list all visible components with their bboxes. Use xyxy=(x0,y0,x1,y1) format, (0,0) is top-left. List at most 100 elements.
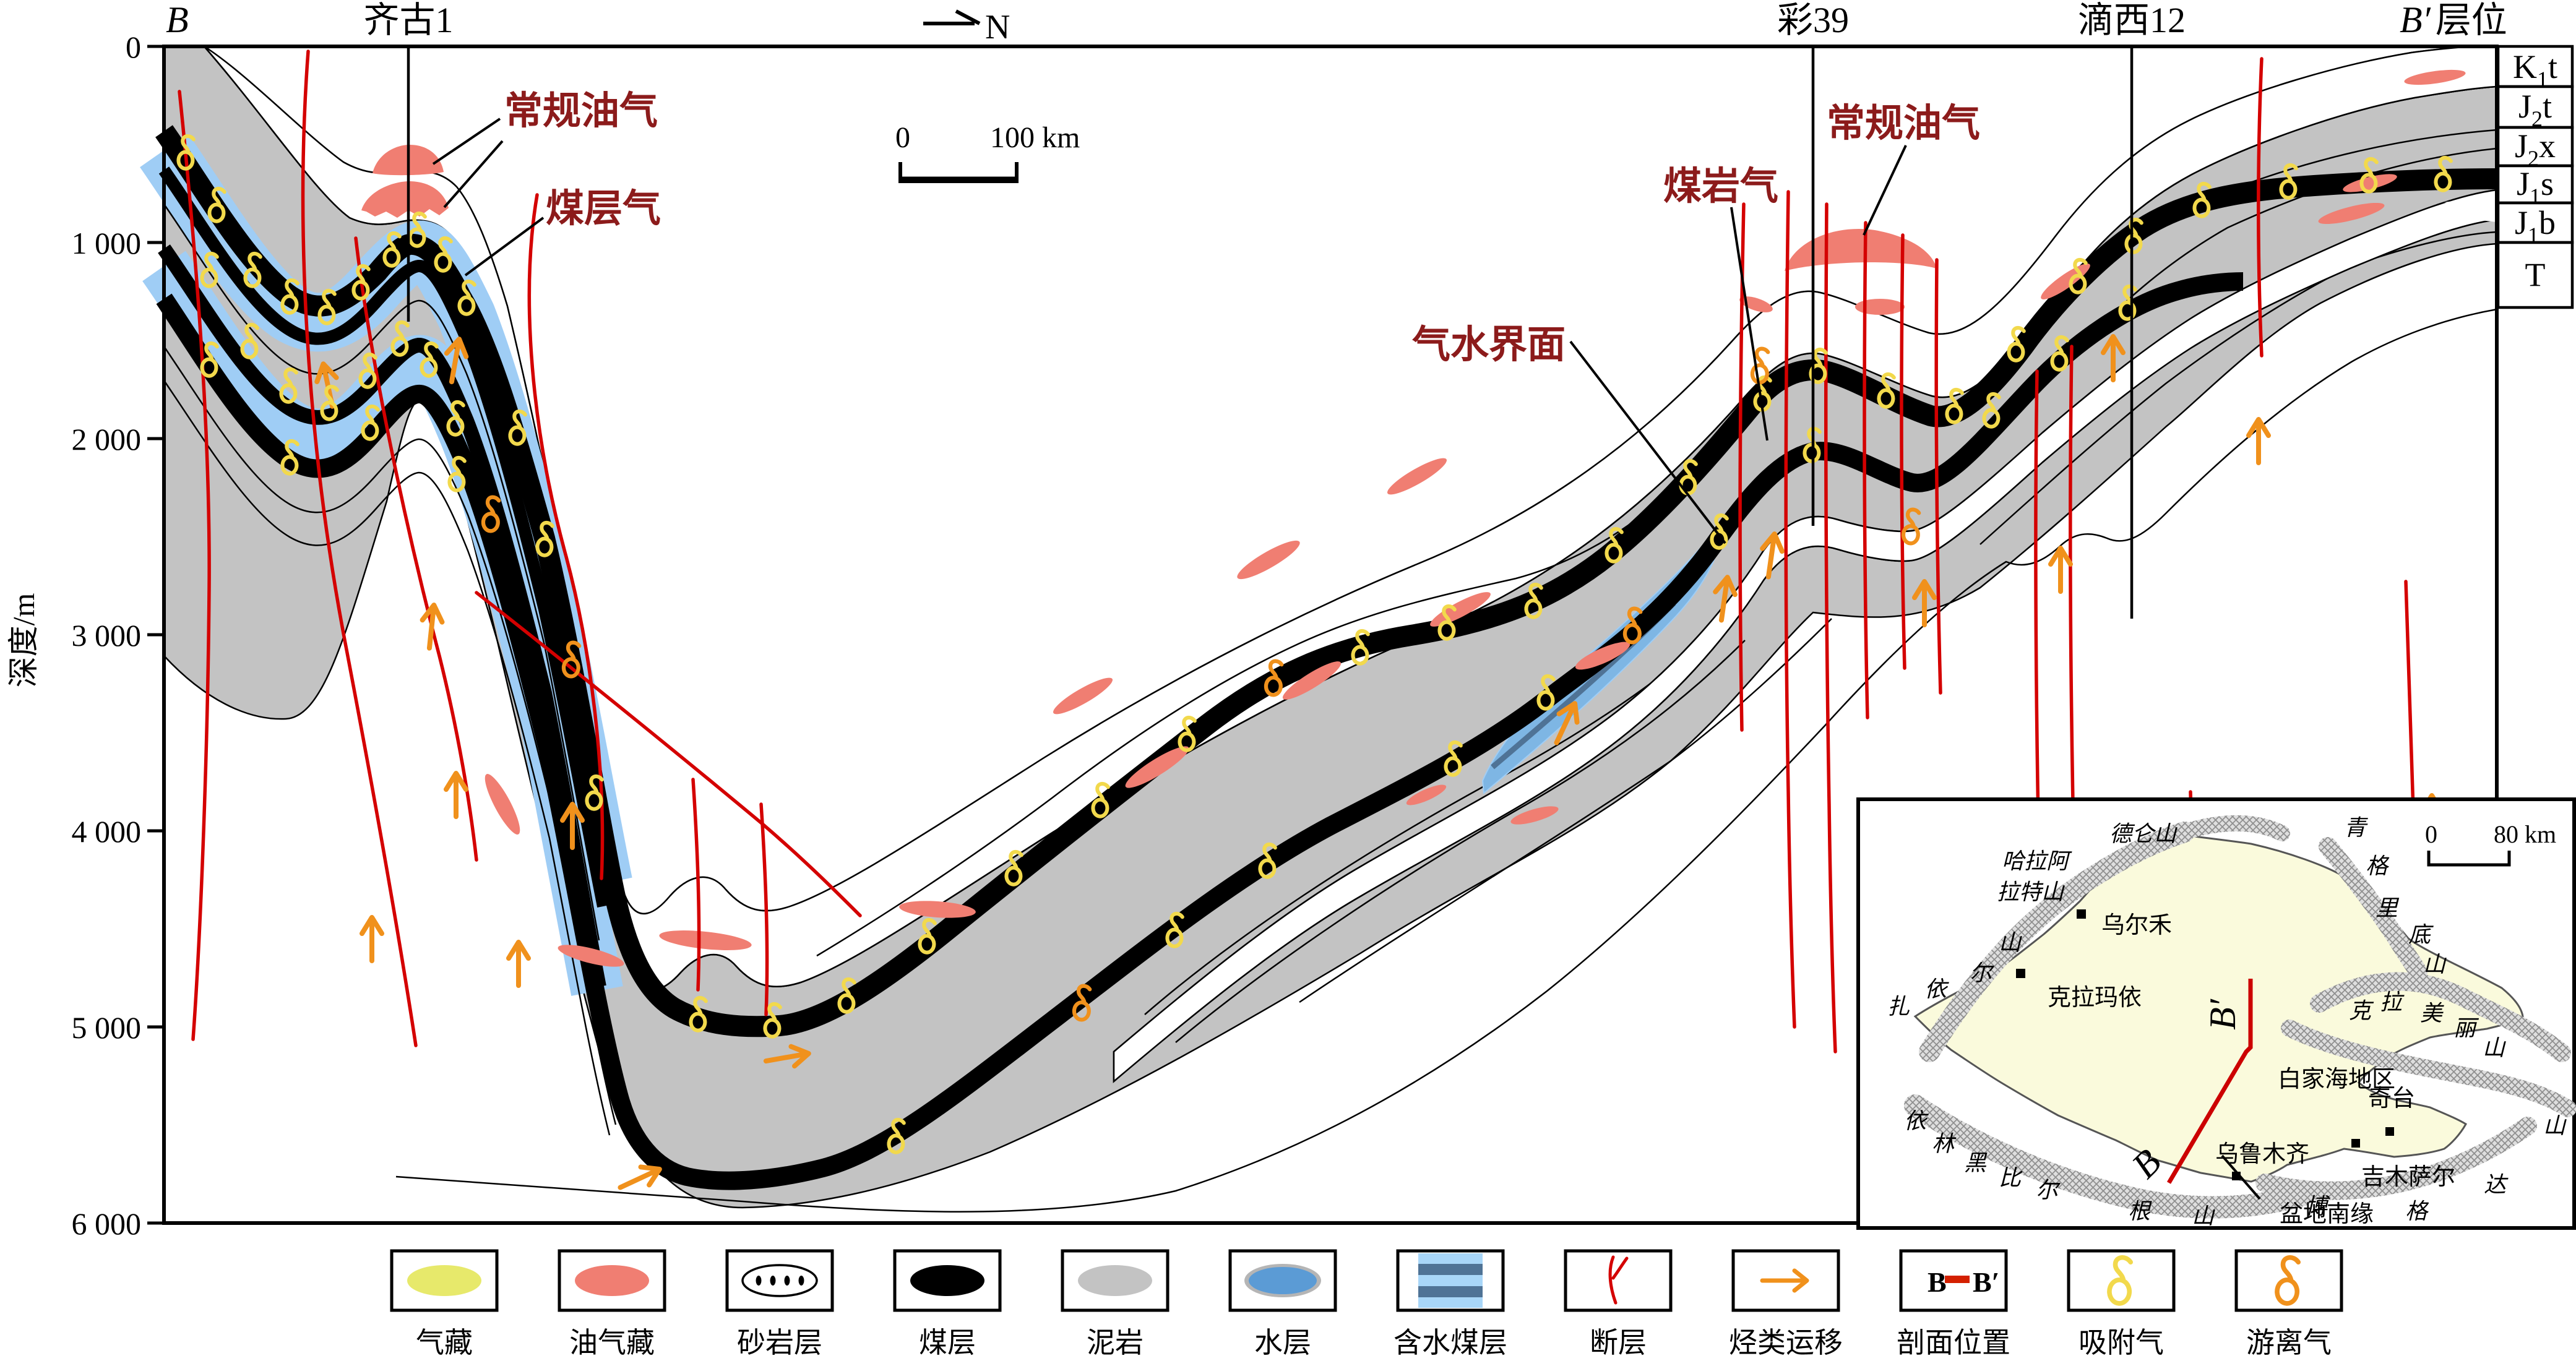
legend-label-migration: 烃类运移 xyxy=(1729,1327,1843,1359)
oil-cap-qigu-lower xyxy=(361,181,449,218)
legend-adsorbed-symbol xyxy=(2109,1258,2130,1303)
section-end-b-prime: B′ 层位 xyxy=(2400,0,2507,40)
legend-mudstone-symbol xyxy=(1078,1265,1152,1296)
depth-axis-title: 深度/m xyxy=(6,593,41,688)
map-da: 达 xyxy=(2484,1172,2509,1197)
anno-conventional-right: 常规油气 xyxy=(1827,102,1980,145)
legend-b-prime: B′ xyxy=(1973,1266,2000,1298)
map-er-1: 尔 xyxy=(1970,961,1995,985)
tick-5000: 5 000 xyxy=(72,1010,142,1045)
coal-seam-2 xyxy=(158,166,610,908)
map-li: 里 xyxy=(2376,896,2400,921)
col-j1b: J1b xyxy=(2515,204,2556,247)
legend-fault-symbol xyxy=(1608,1255,1629,1305)
map-shan-2: 山 xyxy=(2423,952,2447,977)
map-lateshan: 拉特山 xyxy=(1997,880,2065,904)
map-qing: 青 xyxy=(2344,815,2368,840)
scale-100km: 100 km xyxy=(990,121,1080,154)
col-k1t: K1t xyxy=(2513,48,2557,92)
inset-map: 德仑山 哈拉阿 拉特山 山 尔 依 扎 青 格 里 底 山 乌尔禾 克拉玛依 克… xyxy=(1856,797,2576,1230)
map-mei: 美 xyxy=(2420,1001,2444,1026)
legend-water-symbol xyxy=(1244,1264,1321,1297)
map-scale-zero: 0 xyxy=(2425,820,2437,848)
legend-oilgas-symbol xyxy=(575,1265,649,1296)
tick-2000: 2 000 xyxy=(72,422,142,457)
map-bo: 博 xyxy=(2305,1194,2331,1219)
anno-gas-water-contact: 气水界面 xyxy=(1412,324,1566,366)
basin-margin-leader xyxy=(2221,1154,2261,1200)
section-end-b: B xyxy=(166,0,189,40)
annotations: 常规油气 煤层气 煤岩气 常规油气 气水界面 xyxy=(504,90,1980,366)
scale-bar-main: 0 100 km xyxy=(895,121,1080,183)
map-lin: 林 xyxy=(1932,1131,1957,1156)
scale-zero: 0 xyxy=(895,121,910,154)
faults xyxy=(178,49,2415,1091)
map-b-prime: B′ xyxy=(2202,998,2243,1030)
tick-0: 0 xyxy=(126,30,141,64)
map-urumqi: 乌鲁木齐 xyxy=(2215,1141,2309,1167)
map-ke: 克 xyxy=(2349,998,2374,1023)
legend-label-fault: 断层 xyxy=(1590,1327,1647,1359)
map-hei: 黑 xyxy=(1964,1151,1988,1175)
depth-axis: 0 1 000 2 000 3 000 4 000 5 000 6 000 深度… xyxy=(6,30,141,1241)
map-shan-4: 山 xyxy=(2192,1204,2215,1229)
col-t: T xyxy=(2525,256,2546,293)
well-label-dixi12: 滴西12 xyxy=(2078,0,2186,40)
legend-label-adsorbed: 吸附气 xyxy=(2078,1327,2164,1359)
legend-label-oilgas: 油气藏 xyxy=(569,1327,655,1359)
col-j2x: J2x xyxy=(2515,127,2556,171)
tick-6000: 6 000 xyxy=(72,1206,142,1241)
map-labels: 德仑山 哈拉阿 拉特山 山 尔 依 扎 青 格 里 底 山 乌尔禾 克拉玛依 克… xyxy=(1887,815,2567,1229)
map-ge-1: 格 xyxy=(2366,854,2390,878)
map-li2: 丽 xyxy=(2453,1016,2479,1041)
tick-1000: 1 000 xyxy=(72,226,142,260)
cross-section xyxy=(140,45,2499,1225)
oil-gas-shows xyxy=(361,69,2466,967)
legend-label-gas: 气藏 xyxy=(416,1327,473,1359)
legend-free-symbol xyxy=(2277,1258,2298,1303)
legend-water-coal-symbol xyxy=(1418,1253,1483,1308)
map-halaa: 哈拉阿 xyxy=(2002,849,2072,874)
north-arrow: N xyxy=(923,8,1010,46)
oil-cap-cai39 xyxy=(1785,228,1937,271)
map-yi-2: 依 xyxy=(1904,1109,1929,1133)
mountain-belts xyxy=(1904,815,2576,1219)
well-label-qigu1: 齐古1 xyxy=(363,0,453,40)
map-yi-1: 依 xyxy=(1924,977,1949,1002)
legend: B B′ 气藏 油气藏 砂岩层 煤层 泥岩 水层 含水煤层 断层 烃类运移 剖面… xyxy=(390,1249,2343,1359)
legend-label-watercoal: 含水煤层 xyxy=(1394,1327,1507,1359)
map-shan-5: 山 xyxy=(2543,1114,2567,1138)
map-gen: 根 xyxy=(2128,1199,2152,1224)
tick-4000: 4 000 xyxy=(72,814,142,849)
legend-label-water: 水层 xyxy=(1254,1327,1311,1359)
legend-migration-symbol xyxy=(1760,1268,1809,1293)
annotation-leaders xyxy=(432,118,1907,544)
map-qitai: 奇台 xyxy=(2368,1086,2415,1112)
strat-column: K1t J2t J2x J1s J1b T xyxy=(2496,45,2574,309)
map-ge-2: 格 xyxy=(2405,1199,2429,1224)
top-labels: B 齐古1 彩39 滴西12 B′ 层位 N 0 100 km xyxy=(166,0,2507,183)
plot-frame xyxy=(147,45,2499,1225)
tick-3000: 3 000 xyxy=(72,618,142,653)
legend-label-section: 剖面位置 xyxy=(1897,1327,2010,1359)
gas-edge-notches xyxy=(2444,195,2497,222)
legend-labels: 气藏 油气藏 砂岩层 煤层 泥岩 水层 含水煤层 断层 烃类运移 剖面位置 吸附… xyxy=(416,1327,2332,1359)
anno-conventional-left: 常规油气 xyxy=(504,90,658,132)
legend-sandstone-symbol xyxy=(741,1264,818,1297)
legend-label-mudstone: 泥岩 xyxy=(1087,1327,1144,1359)
map-bi: 比 xyxy=(1999,1166,2023,1190)
legend-label-coal: 煤层 xyxy=(919,1327,976,1359)
legend-section-symbol: B B′ xyxy=(1928,1266,2000,1298)
map-er-2: 尔 xyxy=(2036,1178,2061,1203)
map-basin-margin: 盆地南缘 xyxy=(2280,1201,2374,1227)
map-section-line xyxy=(2166,979,2253,1184)
legend-gas-symbol xyxy=(407,1265,481,1296)
anno-cbm: 煤层气 xyxy=(546,187,661,230)
legend-coal-symbol xyxy=(910,1265,984,1296)
legend-label-sandstone: 砂岩层 xyxy=(737,1327,822,1359)
map-di: 底 xyxy=(2408,922,2434,947)
triassic-top-line xyxy=(395,308,2497,1213)
map-jimusar: 吉木萨尔 xyxy=(2361,1164,2455,1190)
col-j1s: J1s xyxy=(2517,165,2554,208)
